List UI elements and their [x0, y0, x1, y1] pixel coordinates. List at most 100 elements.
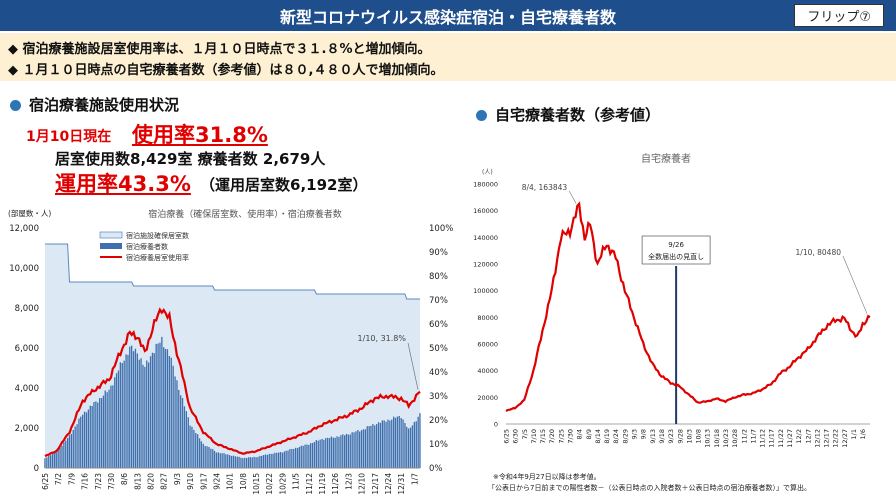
- patient-bar: [359, 431, 361, 468]
- patient-bar: [148, 362, 150, 468]
- patient-bar: [59, 447, 61, 468]
- y-tick-label: 10,000: [9, 264, 39, 274]
- patient-bar: [281, 452, 284, 468]
- x-tick-label: 10/13: [704, 429, 712, 448]
- x-tick-label: 8/20: [147, 473, 156, 490]
- x-tick-label: 11/5: [292, 473, 301, 490]
- x-tick-label: 10/23: [722, 429, 730, 448]
- patient-bar: [208, 447, 210, 468]
- patient-bar: [253, 456, 255, 468]
- patient-bar: [295, 447, 297, 468]
- flip-label: フリップ⑦: [794, 4, 884, 27]
- patient-bar: [304, 444, 306, 468]
- patient-bar: [46, 457, 48, 468]
- x-tick-label: 10/22: [265, 473, 274, 495]
- right-section-title: 自宅療養者数（参考値）: [495, 106, 661, 124]
- home-chart: 自宅療養者 (人) 0 20000 40000 60000 80000 100000 12000…: [473, 152, 871, 448]
- patient-bar: [355, 431, 357, 468]
- x-tick-label: 1/1: [850, 429, 858, 439]
- operation-rate: 運用率43.3%: [55, 172, 191, 196]
- patient-bar: [227, 454, 229, 468]
- x-tick-label: 7/10: [530, 429, 538, 444]
- patient-bar: [300, 445, 302, 468]
- patient-bar: [142, 364, 144, 468]
- patient-bar: [319, 439, 321, 468]
- x-tick-label: 6/30: [512, 429, 520, 444]
- patient-bar: [308, 444, 310, 468]
- y-tick-label: 140000: [473, 234, 498, 242]
- patient-bar: [311, 442, 314, 468]
- patient-bar: [123, 360, 125, 468]
- patient-bar: [381, 420, 384, 468]
- y-tick-label: 120000: [473, 261, 498, 269]
- x-tick-label: 9/10: [186, 473, 195, 490]
- patient-bar: [338, 436, 340, 468]
- y-tick-label: 100000: [473, 287, 498, 295]
- y-axis-label: (人): [482, 169, 493, 176]
- patient-bar: [298, 447, 301, 468]
- patient-bar: [215, 452, 218, 468]
- patient-bar: [372, 424, 374, 468]
- x-tick-label: 10/29: [278, 473, 287, 495]
- x-tick-label: 6/25: [503, 429, 511, 444]
- patient-bar: [72, 430, 74, 468]
- patient-bar: [153, 353, 155, 468]
- x-tick-label: 8/4: [576, 429, 584, 439]
- patient-bar: [323, 439, 325, 468]
- patient-bar: [247, 457, 250, 468]
- y2-tick-label: 20%: [429, 416, 448, 426]
- x-tick-label: 11/17: [768, 429, 776, 448]
- y2-tick-label: 50%: [429, 344, 448, 354]
- patient-bar: [353, 432, 355, 468]
- x-tick-label: 7/5: [521, 429, 529, 439]
- patient-bar: [257, 456, 259, 468]
- patient-bar: [82, 414, 84, 468]
- y-tick-label: 12,000: [9, 224, 39, 234]
- patient-bar: [262, 455, 265, 468]
- patient-bar: [404, 423, 406, 468]
- y2-tick-label: 40%: [429, 368, 448, 378]
- patient-bar: [330, 436, 333, 468]
- patient-bar: [400, 418, 402, 468]
- x-tick-label: 9/24: [213, 473, 222, 490]
- x-tick-label: 12/31: [397, 473, 406, 495]
- x-tick-label: 7/16: [81, 473, 90, 490]
- patient-bar: [198, 438, 201, 468]
- patient-bar: [174, 376, 176, 468]
- patient-bar: [114, 377, 116, 468]
- patient-bar: [55, 452, 57, 468]
- patient-bar: [53, 452, 56, 468]
- patient-bar: [238, 456, 240, 468]
- patient-bar: [368, 426, 370, 468]
- right-section-heading: 自宅療養者数（参考値）: [476, 104, 660, 125]
- patient-bar: [396, 416, 399, 468]
- patient-bar: [296, 448, 299, 468]
- patient-bar: [289, 449, 291, 468]
- y-tick-label: 60000: [477, 341, 498, 349]
- patient-bar: [100, 398, 103, 468]
- x-tick-label: 7/30: [567, 429, 575, 444]
- patient-bar: [221, 453, 223, 468]
- y-axis-label: (部屋数・人): [8, 208, 51, 218]
- patient-bar: [146, 360, 148, 468]
- patient-bar: [151, 352, 154, 468]
- patient-bar: [240, 457, 242, 468]
- patient-bar: [232, 455, 235, 468]
- rooms-line: 居室使用数8,429室 療養者数 2,679人: [55, 150, 326, 168]
- left-section-heading: 宿泊療養施設使用状況: [10, 94, 179, 115]
- patient-bar: [172, 365, 174, 468]
- patient-bar: [291, 449, 293, 468]
- x-tick-label: 7/20: [548, 429, 556, 444]
- patient-bar: [217, 452, 220, 468]
- patient-bar: [193, 429, 195, 468]
- x-tick-label: 10/8: [695, 429, 703, 444]
- y2-tick-label: 70%: [429, 296, 448, 306]
- patient-bar: [278, 452, 280, 468]
- patient-bar: [345, 433, 348, 468]
- patient-bar: [394, 417, 397, 468]
- x-tick-label: 12/2: [795, 429, 803, 444]
- patient-bar: [270, 453, 272, 468]
- x-tick-label: 10/3: [685, 429, 693, 444]
- x-tick-label: 12/22: [832, 429, 840, 448]
- x-tick-label: 7/15: [539, 429, 547, 444]
